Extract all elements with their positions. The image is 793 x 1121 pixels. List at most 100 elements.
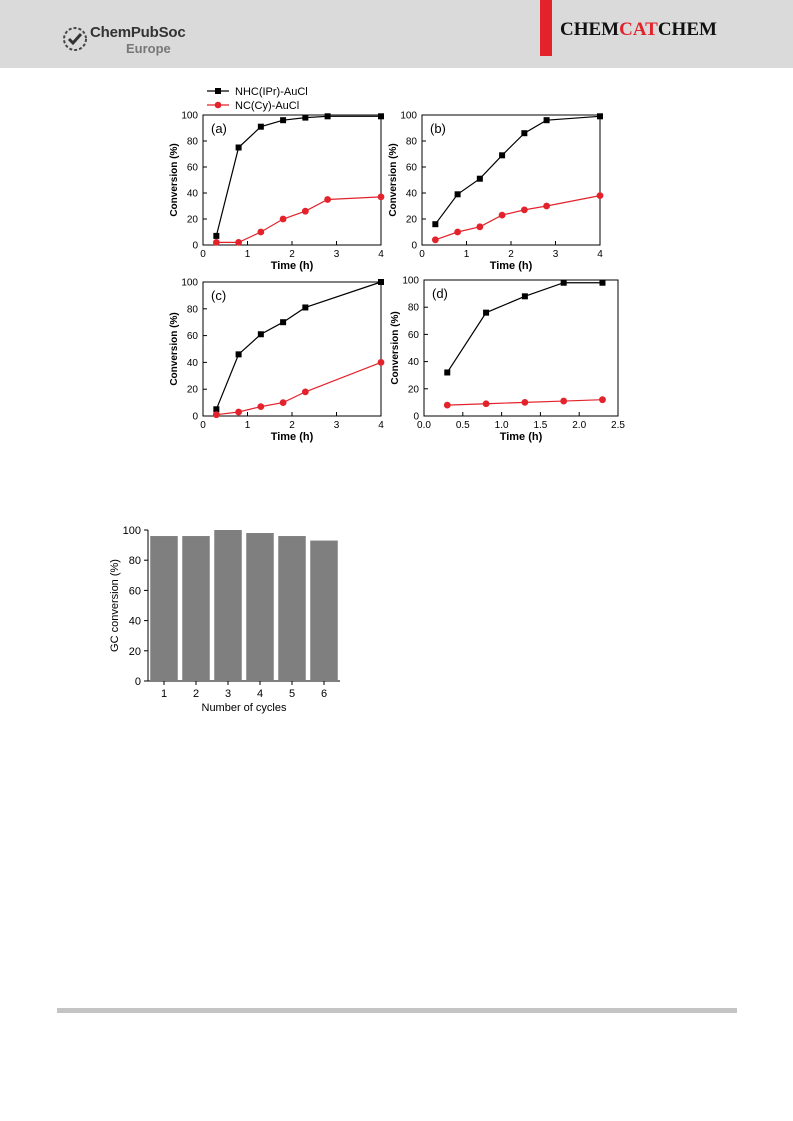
series-1 bbox=[213, 279, 384, 413]
panel-label: (b) bbox=[430, 121, 446, 136]
data-point bbox=[301, 207, 309, 215]
y-tick-label: 20 bbox=[187, 385, 199, 396]
data-point bbox=[279, 215, 287, 223]
line-chart-panel-4: (d) 0 20 40 60 80 100 0.0 0.5 1.0 1.5 2.0 2.5 Time (h… bbox=[390, 276, 625, 444]
x-axis-title: Time (h) bbox=[490, 260, 533, 272]
y-tick-label: 60 bbox=[406, 163, 418, 174]
data-point bbox=[377, 193, 385, 201]
bar bbox=[214, 530, 242, 681]
data-point bbox=[476, 223, 484, 231]
x-tick-label: 3 bbox=[553, 249, 559, 260]
y-tick-label: 60 bbox=[187, 331, 199, 342]
data-point bbox=[454, 191, 461, 198]
data-point bbox=[235, 351, 242, 358]
y-tick-label: 100 bbox=[181, 111, 198, 122]
y-tick-label: 40 bbox=[406, 189, 418, 200]
x-tick-label: 3 bbox=[334, 249, 340, 260]
y-tick-label: 80 bbox=[406, 137, 418, 148]
data-point bbox=[432, 221, 439, 228]
series-line bbox=[216, 361, 382, 416]
series-line bbox=[215, 281, 382, 410]
panel-label: (a) bbox=[211, 121, 227, 136]
data-point bbox=[560, 279, 567, 286]
data-point bbox=[235, 144, 242, 151]
data-point bbox=[444, 369, 451, 376]
accent-bar bbox=[540, 0, 552, 56]
x-tick-label: 1.0 bbox=[495, 420, 509, 431]
y-tick-label: 80 bbox=[408, 303, 420, 314]
bar bbox=[246, 533, 274, 681]
y-axis-title: Conversion (%) bbox=[388, 143, 399, 216]
data-point bbox=[599, 279, 606, 286]
data-point bbox=[235, 239, 243, 246]
data-point bbox=[257, 123, 264, 130]
data-point bbox=[324, 196, 331, 203]
y-tick-label: 100 bbox=[123, 525, 141, 537]
series-2 bbox=[443, 396, 606, 409]
y-tick-label: 20 bbox=[129, 646, 141, 658]
x-tick-label: 0.5 bbox=[456, 420, 470, 431]
series-1 bbox=[213, 113, 384, 239]
x-tick-label: 1 bbox=[464, 249, 470, 260]
y-axis-title: GC conversion (%) bbox=[109, 559, 121, 652]
data-point bbox=[257, 331, 264, 338]
data-point bbox=[443, 401, 451, 409]
x-tick-label: 4 bbox=[378, 249, 384, 260]
y-tick-label: 0 bbox=[135, 676, 141, 688]
chart-legend: NHC(IPr)-AuCl NC(Cy)-AuCl bbox=[207, 86, 308, 112]
y-tick-label: 0 bbox=[413, 412, 419, 423]
line-chart-panel-2: (b) 0 20 40 60 80 100 0 1 2 3 4 Time (h) Conversion (… bbox=[388, 111, 604, 272]
x-tick-label: 5 bbox=[289, 688, 295, 700]
data-point bbox=[498, 211, 506, 219]
panel-label: (c) bbox=[211, 288, 226, 303]
data-point bbox=[212, 239, 220, 246]
x-tick-label: 2 bbox=[193, 688, 199, 700]
data-point bbox=[378, 279, 384, 285]
data-point bbox=[257, 403, 265, 411]
plot-frame bbox=[421, 114, 601, 246]
data-point bbox=[279, 399, 287, 406]
data-point bbox=[212, 411, 220, 419]
y-tick-label: 80 bbox=[187, 137, 199, 148]
x-axis-title: Time (h) bbox=[271, 431, 314, 443]
y-axis-title: Conversion (%) bbox=[390, 311, 401, 384]
x-tick-label: 4 bbox=[378, 420, 384, 431]
y-tick-label: 40 bbox=[187, 189, 199, 200]
journal-logo-part3: CHEM bbox=[657, 19, 717, 40]
page-header: ChemPubSoc Europe CHEMCATCHEM bbox=[0, 0, 793, 68]
y-tick-label: 80 bbox=[129, 555, 141, 567]
x-tick-label: 0 bbox=[200, 249, 206, 260]
x-tick-label: 2 bbox=[289, 420, 295, 431]
x-tick-label: 4 bbox=[257, 688, 263, 700]
data-point bbox=[454, 228, 461, 236]
series-2 bbox=[212, 193, 385, 246]
y-tick-label: 60 bbox=[129, 585, 141, 597]
legend-entry-series2: NC(Cy)-AuCl bbox=[207, 100, 299, 112]
y-tick-label: 40 bbox=[187, 358, 199, 369]
legend-label-series1: NHC(IPr)-AuCl bbox=[235, 86, 308, 98]
data-point bbox=[520, 206, 528, 214]
bar-chart: 0 20 40 60 80 100 1 2 3 4 5 6 Number of cycles GC con… bbox=[109, 525, 340, 714]
series-2 bbox=[212, 359, 385, 419]
data-point bbox=[280, 319, 287, 326]
journal-logo: CHEMCATCHEM bbox=[560, 19, 717, 41]
bar bbox=[150, 536, 178, 681]
series-line bbox=[216, 196, 382, 243]
line-chart-panel-1: (a) 0 20 40 60 80 100 0 1 2 3 4 Time (h) Conversion (… bbox=[169, 111, 385, 272]
y-tick-label: 20 bbox=[187, 215, 199, 226]
chempubsoc-badge-icon bbox=[63, 27, 87, 51]
data-point bbox=[543, 117, 550, 124]
legend-entry-series1: NHC(IPr)-AuCl bbox=[207, 86, 308, 98]
plot-frame bbox=[202, 114, 382, 246]
x-tick-label: 1 bbox=[245, 249, 251, 260]
data-point bbox=[483, 309, 490, 316]
y-axis-title: Conversion (%) bbox=[169, 312, 180, 385]
bar bbox=[278, 536, 306, 681]
data-point bbox=[302, 114, 309, 121]
y-tick-label: 0 bbox=[411, 241, 417, 252]
series-2 bbox=[431, 192, 604, 244]
journal-logo-part1: CHEM bbox=[560, 19, 620, 40]
data-point bbox=[324, 113, 331, 120]
series-1 bbox=[444, 279, 606, 376]
